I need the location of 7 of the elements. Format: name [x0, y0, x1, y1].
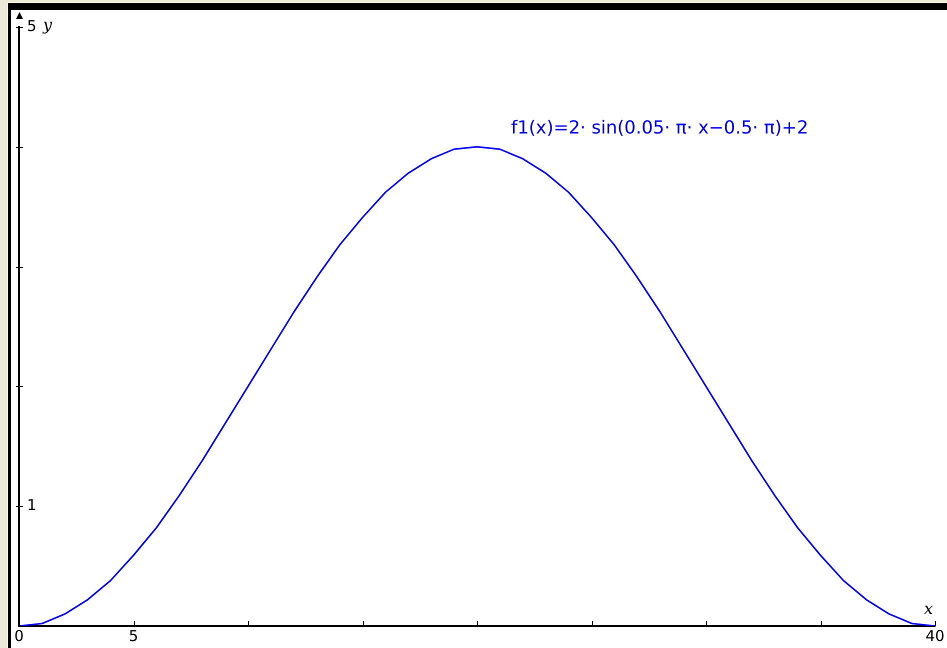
- x-tick-label: 40: [925, 626, 945, 645]
- x-tick-label: 0: [14, 626, 24, 645]
- x-axis-title: x: [924, 599, 933, 618]
- x-tick-label: 5: [128, 626, 138, 645]
- y-tick-label: 1: [27, 496, 37, 514]
- y-axis-title: y: [42, 15, 53, 34]
- series-label: f1(x)=2· sin(0.05· π· x−0.5· π)+2: [511, 117, 808, 138]
